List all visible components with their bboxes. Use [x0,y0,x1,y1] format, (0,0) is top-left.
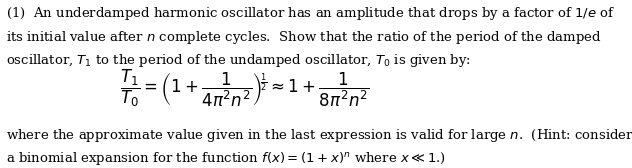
Text: $\dfrac{T_1}{T_0} = \left(1 + \dfrac{1}{4\pi^2 n^2}\right)^{\!\frac{1}{2}} \appr: $\dfrac{T_1}{T_0} = \left(1 + \dfrac{1}{… [119,68,369,109]
Text: oscillator, $T_1$ to the period of the undamped oscillator, $T_0$ is given by:: oscillator, $T_1$ to the period of the u… [6,52,471,69]
Text: where the approximate value given in the last expression is valid for large $n$.: where the approximate value given in the… [6,127,632,144]
Text: (1)  An underdamped harmonic oscillator has an amplitude that drops by a factor : (1) An underdamped harmonic oscillator h… [6,5,616,22]
Text: its initial value after $n$ complete cycles.  Show that the ratio of the period : its initial value after $n$ complete cyc… [6,29,602,46]
Text: a binomial expansion for the function $f(x) = (1+x)^n$ where $x \ll 1$.): a binomial expansion for the function $f… [6,150,446,167]
